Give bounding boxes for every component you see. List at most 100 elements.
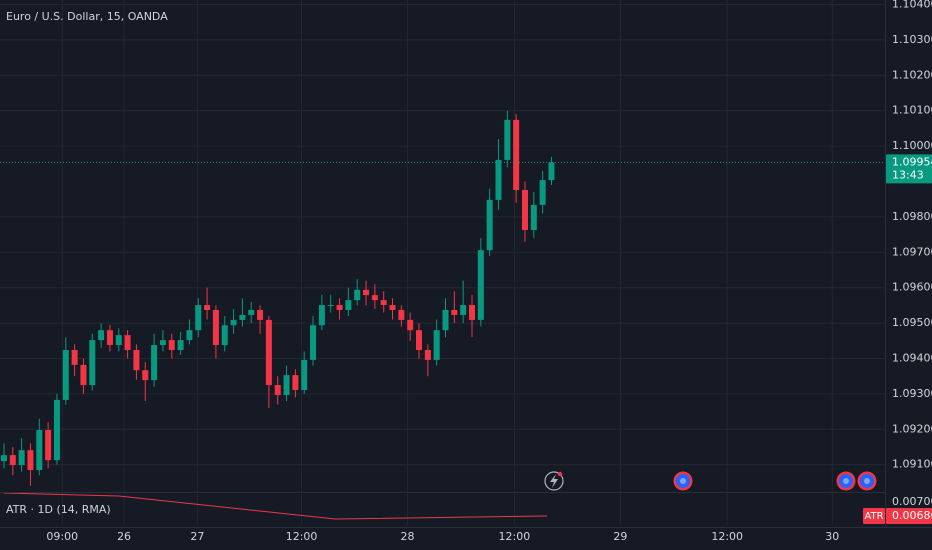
candle-body [468,305,475,320]
y-tick-label: 1.10100 [892,104,932,117]
y-tick-label: 1.09600 [892,281,932,294]
y-tick-label: 1.10400 [892,0,932,10]
candle-body [257,310,264,320]
candle-body [230,319,237,326]
candle-body [530,204,537,230]
candle-body [539,180,546,205]
candle-body [168,340,175,351]
y-tick-label: 1.10000 [892,139,932,152]
candle-body [433,330,440,360]
y-tick-label: 1.09700 [892,245,932,258]
event-icon-flag[interactable] [857,471,877,491]
y-tick-label: 1.09800 [892,210,932,223]
y-tick-label: 1.09200 [892,422,932,435]
x-tick-label: 12:00 [286,530,318,543]
last-price-box [886,154,932,184]
candle-body [548,162,555,181]
candle-body [195,305,202,331]
event-icon-flag[interactable] [673,471,693,491]
candle-body [451,310,458,315]
candle-body [71,350,78,365]
candle-body [204,305,211,311]
candle-body [460,305,467,315]
candle-body [292,375,299,391]
y-tick-label: 1.09300 [892,387,932,400]
candle-body [407,319,414,331]
candle-body [416,330,423,351]
x-tick-label: 30 [825,530,839,543]
candle-body [345,300,352,311]
y-tick-label: 1.10300 [892,33,932,46]
candle-body [283,375,290,395]
indicator-name-box [863,508,885,524]
indicator-tick-label: 0.00700 [892,495,932,508]
candle-body [18,450,25,466]
candle-body [27,450,34,471]
candle-body [62,350,69,400]
candle-body [142,370,149,381]
x-tick-label: 27 [190,530,204,543]
candle-body [248,310,255,315]
grid [0,0,885,525]
candle-body [265,319,272,386]
y-tick-label: 1.09500 [892,316,932,329]
candle-body [363,289,370,296]
indicator-value-box [886,508,932,524]
x-tick-label: 29 [613,530,627,543]
event-icon-lightning[interactable] [544,471,564,491]
candle-body [486,199,493,251]
candle-body [442,310,449,331]
indicator-name-label: ATR [864,511,883,522]
candle-body [504,119,511,160]
x-tick-label: 12:00 [499,530,531,543]
candle-body [159,340,166,346]
candle-body [398,310,405,320]
candle-body [0,455,7,462]
x-tick-label: 28 [401,530,415,543]
x-tick-label: 12:00 [711,530,743,543]
candle-body [495,159,502,200]
candle-body [336,305,343,311]
indicator-line [3,492,548,520]
candle-body [318,305,325,326]
indicator-value-label: 0.00686 [892,509,932,522]
countdown-label: 13:43 [892,168,924,181]
candles [0,110,885,520]
candle-body [513,119,520,190]
y-tick-label: 1.09400 [892,352,932,365]
event-icon-flag[interactable] [836,471,856,491]
x-tick-label: 09:00 [46,530,78,543]
candle-body [45,430,52,461]
y-tick-label: 1.10200 [892,68,932,81]
candle-body [115,335,122,346]
candle-body [106,330,113,346]
candle-body [80,364,87,386]
candle-body [521,189,528,230]
candle-body [301,359,308,391]
candle-body [327,305,334,307]
candle-body [133,350,140,371]
indicator-legend: ATR · 1D (14, RMA) [6,503,111,516]
candle-body [354,289,361,301]
axes: 1.10400 1.10300 1.10200 1.10100 1.10000 1.098… [46,0,932,543]
candle-body [274,385,281,395]
candle-body [36,430,43,471]
candle-body [424,350,431,360]
candle-body [477,250,484,320]
last-price-label: 1.09954 [892,155,932,168]
candle-body [53,399,60,461]
candle-body [371,295,378,301]
candle-body [151,345,158,381]
candle-body [98,330,105,341]
candle-body [177,340,184,351]
chart-title: Euro / U.S. Dollar, 15, OANDA [6,10,168,23]
candle-body [239,314,246,320]
candle-body [212,310,219,346]
candle-body [221,325,228,346]
x-tick-label: 26 [117,530,131,543]
candle-body [389,305,396,311]
candle-body [9,455,16,466]
